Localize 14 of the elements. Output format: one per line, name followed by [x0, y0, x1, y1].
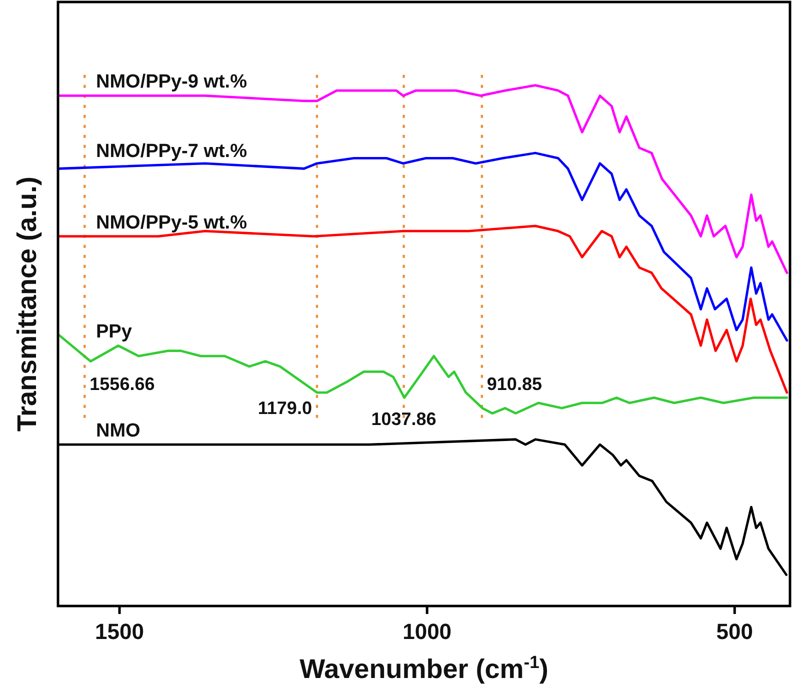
ref-line-label: 1556.66 [90, 374, 155, 394]
ref-line-label: 1037.86 [371, 409, 436, 429]
ref-line-label: 1179.0 [258, 398, 312, 418]
series-label: PPy [96, 322, 132, 343]
series-label: NMO/PPy-9 wt.% [96, 72, 248, 93]
x-axis-title: Wavenumber (cm$^{-1}$) [300, 652, 548, 684]
x-tick-label: 1500 [95, 619, 144, 644]
series-label: NMO [96, 420, 140, 442]
x-tick-label: 1000 [402, 619, 452, 644]
y-axis-title: Transmittance (a.u.) [12, 176, 42, 432]
x-tick-label: 500 [716, 619, 753, 644]
ref-line-label: 910.85 [486, 374, 542, 394]
series-label: NMO/PPy-5 wt.% [96, 212, 248, 234]
series-label: NMO/PPy-7 wt.% [96, 141, 248, 162]
